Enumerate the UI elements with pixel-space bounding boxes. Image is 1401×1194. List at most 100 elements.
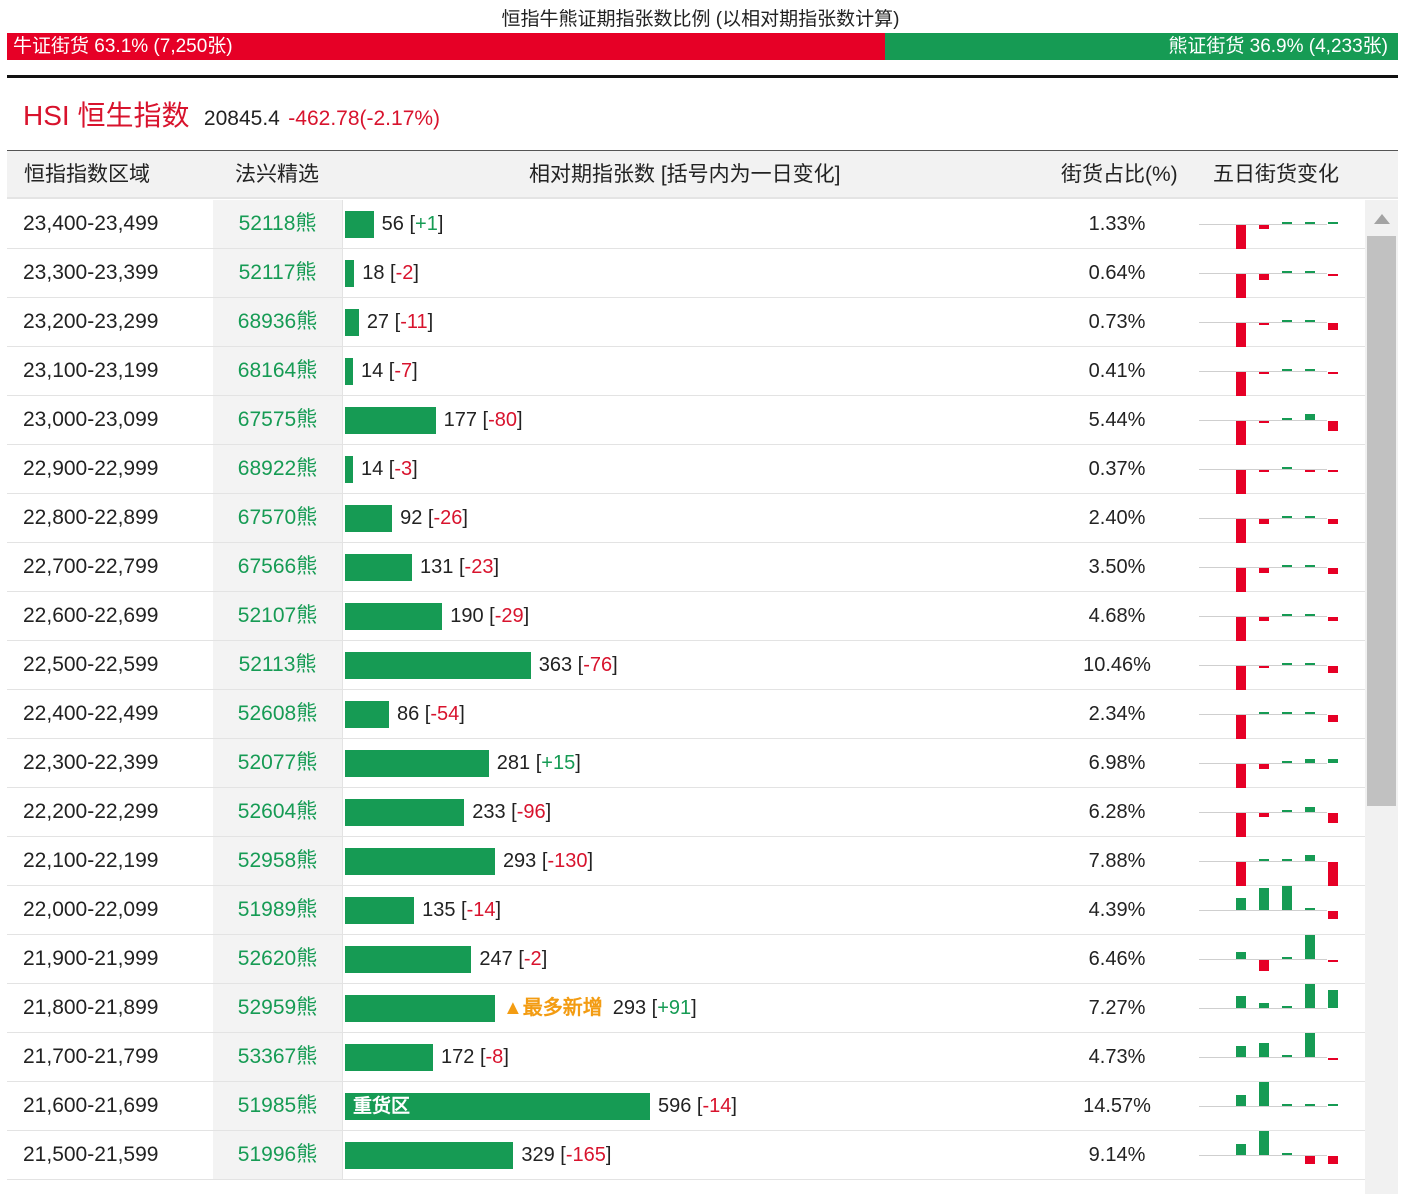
warrant-code-link[interactable]: 52107熊 [237,604,318,627]
five-day-sparkline [1199,1033,1338,1081]
sparkline-axis [1199,1106,1327,1107]
warrant-code-link[interactable]: 51985熊 [237,1094,318,1117]
sparkline-bar [1259,470,1269,473]
contracts-value-text: 233 [-96] [472,801,552,823]
index-range-cell: 22,800-22,899 [23,506,159,529]
sparkline-bar [1305,984,1315,1008]
outstanding-share-cell: 0.37% [1088,458,1146,480]
warrant-code-link[interactable]: 52077熊 [237,751,318,774]
sparkline-axis [1199,1155,1327,1156]
one-day-change: -165 [565,1144,606,1166]
contracts-value-text: 56 [+1] [381,213,444,235]
warrant-code-link[interactable]: 52620熊 [237,947,318,970]
sparkline-bar [1236,617,1246,641]
warrant-code-link[interactable]: 52118熊 [238,212,317,235]
sparkline-bar [1259,813,1269,817]
sparkline-bar [1282,320,1292,322]
sparkline-bar [1282,565,1292,567]
index-range-cell: 22,300-22,399 [23,751,159,774]
relative-contracts-cell: 247 [-2] [342,935,1053,983]
warrant-code-cell: 68164熊 [213,347,342,395]
sparkline-bar [1282,418,1292,420]
warrant-code-link[interactable]: 68936熊 [237,310,318,333]
outstanding-share-cell: 0.64% [1088,262,1146,284]
warrant-code-link[interactable]: 52959熊 [237,996,318,1019]
scrollbar[interactable] [1365,200,1398,1194]
header-range: 恒指指数区域 [24,163,150,186]
sparkline-bar [1282,516,1292,518]
table-row[interactable]: 21,500-21,599 51996熊 329 [-165] 9.14% [7,1131,1365,1180]
scroll-up-arrow-icon[interactable] [1374,214,1390,224]
table-row[interactable]: 23,100-23,199 68164熊 14 [-7] 0.41% [7,347,1365,396]
contracts-value: 190 [450,605,484,627]
index-range-cell: 23,200-23,299 [23,310,159,333]
one-day-change: -14 [702,1095,732,1117]
warrant-code-link[interactable]: 52117熊 [238,261,317,284]
warrant-code-link[interactable]: 67566熊 [237,555,318,578]
one-day-change: -3 [394,458,413,480]
warrant-code-link[interactable]: 51996熊 [237,1143,318,1166]
warrant-code-cell: 52958熊 [213,837,342,885]
sparkline-bar [1236,274,1246,298]
sparkline-bar [1305,271,1315,273]
relative-contracts-cell: 重货区 596 [-14] [342,1082,1053,1130]
table-row[interactable]: 22,300-22,399 52077熊 281 [+15] 6.98% [7,739,1365,788]
sparkline-bar [1305,613,1315,616]
table-row[interactable]: 23,400-23,499 52118熊 56 [+1] 1.33% [7,200,1365,249]
contracts-value-text: 27 [-11] [366,311,434,333]
sparkline-bar [1259,888,1269,910]
table-row[interactable]: 22,700-22,799 67566熊 131 [-23] 3.50% [7,543,1365,592]
table-row[interactable]: 21,700-21,799 53367熊 172 [-8] 4.73% [7,1033,1365,1082]
sparkline-bar [1236,519,1246,543]
warrant-code-link[interactable]: 68164熊 [237,359,318,382]
contracts-value: 14 [361,360,384,382]
sparkline-bar [1305,807,1315,812]
five-day-sparkline [1199,200,1338,249]
contracts-bar [345,211,374,238]
one-day-change: -14 [466,899,496,921]
contracts-bar [345,309,359,336]
table-row[interactable]: 22,100-22,199 52958熊 293 [-130] 7.88% [7,837,1365,886]
five-day-sparkline [1199,739,1338,788]
table-row[interactable]: 22,800-22,899 67570熊 92 [-26] 2.40% [7,494,1365,543]
warrant-code-cell: 52959熊 [213,984,342,1032]
warrant-code-link[interactable]: 51989熊 [237,898,318,921]
table-row[interactable]: 23,300-23,399 52117熊 18 [-2] 0.64% [7,249,1365,298]
warrant-code-link[interactable]: 52608熊 [237,702,318,725]
table-row[interactable]: 22,900-22,999 68922熊 14 [-3] 0.37% [7,445,1365,494]
one-day-change: -29 [494,605,524,627]
table-row[interactable]: 22,500-22,599 52113熊 363 [-76] 10.46% [7,641,1365,690]
sparkline-bar [1236,225,1246,249]
contracts-value-text: 86 [-54] [397,703,465,725]
contracts-bar [345,799,465,826]
header-five-day-change: 五日街货变化 [1213,163,1339,186]
warrant-code-link[interactable]: 67570熊 [237,506,318,529]
sparkline-bar [1328,862,1338,886]
cbbc-table: 恒指指数区域 法兴精选 相对期指张数 [括号内为一日变化] 街货占比(%) 五日… [7,150,1398,1194]
sparkline-bar [1328,372,1338,374]
sparkline-bar [1305,663,1315,665]
table-row[interactable]: 22,000-22,099 51989熊 135 [-14] 4.39% [7,886,1365,935]
scroll-thumb[interactable] [1367,236,1396,806]
contracts-value: 131 [420,556,454,578]
table-row[interactable]: 23,200-23,299 68936熊 27 [-11] 0.73% [7,298,1365,347]
table-row[interactable]: 22,600-22,699 52107熊 190 [-29] 4.68% [7,592,1365,641]
warrant-code-link[interactable]: 52113熊 [238,653,317,676]
table-row[interactable]: 22,200-22,299 52604熊 233 [-96] 6.28% [7,788,1365,837]
warrant-code-link[interactable]: 67575熊 [237,408,318,431]
sparkline-bar [1305,470,1315,472]
warrant-code-cell: 52117熊 [213,249,342,297]
table-row[interactable]: 21,800-21,899 52959熊 ▲最多新增 293 [+91] 7.27% [7,984,1365,1033]
table-row[interactable]: 21,600-21,699 51985熊 重货区 596 [-14] 14.57% [7,1082,1365,1131]
warrant-code-link[interactable]: 52604熊 [237,800,318,823]
contracts-bar [345,260,355,287]
table-row[interactable]: 23,000-23,099 67575熊 177 [-80] 5.44% [7,396,1365,445]
warrant-code-link[interactable]: 68922熊 [237,457,318,480]
contracts-value-text: 172 [-8] [441,1046,509,1068]
contracts-bar [345,750,489,777]
five-day-sparkline [1199,788,1338,837]
table-row[interactable]: 22,400-22,499 52608熊 86 [-54] 2.34% [7,690,1365,739]
table-row[interactable]: 21,900-21,999 52620熊 247 [-2] 6.46% [7,935,1365,984]
warrant-code-link[interactable]: 52958熊 [237,849,318,872]
warrant-code-link[interactable]: 53367熊 [237,1045,318,1068]
